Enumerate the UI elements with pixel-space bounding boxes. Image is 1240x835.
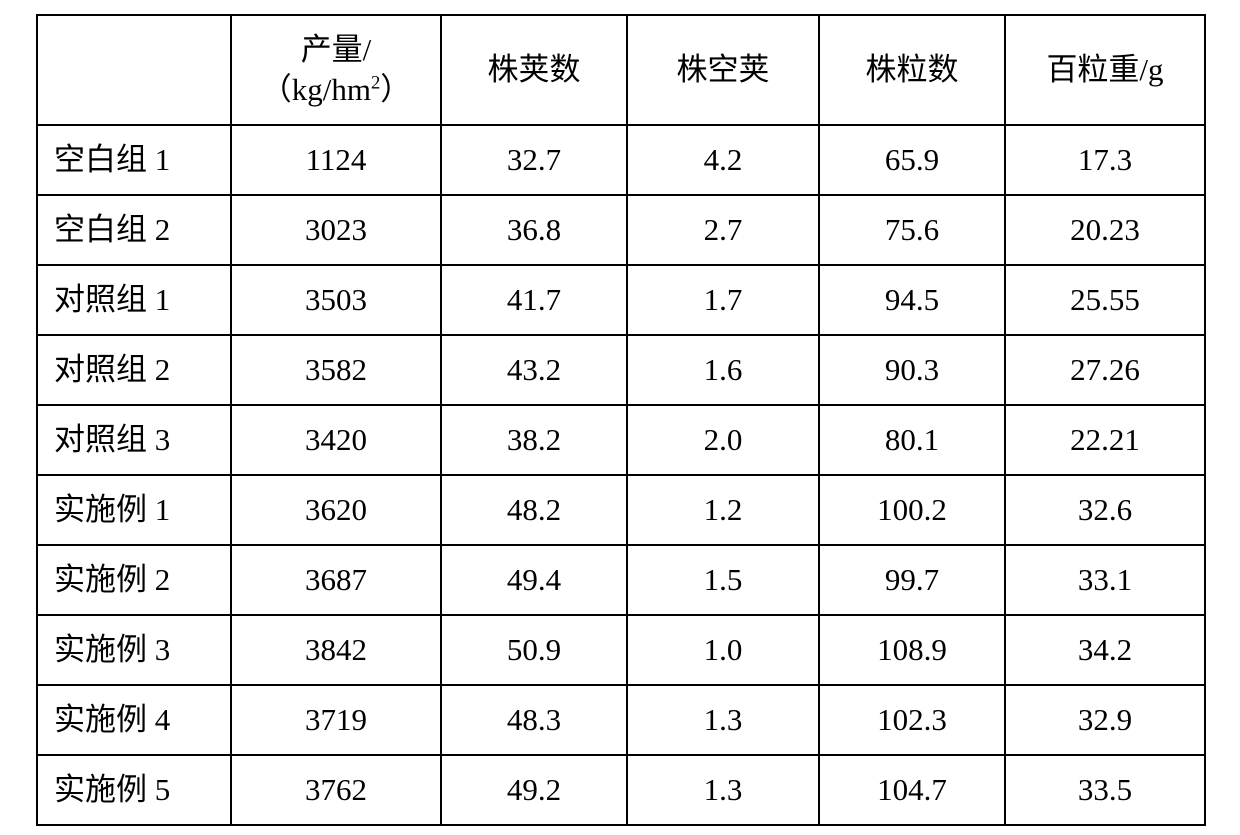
cell-yield: 3420 xyxy=(231,405,441,475)
cell-pods: 41.7 xyxy=(441,265,627,335)
row-label: 空白组 2 xyxy=(37,195,231,265)
row-label: 实施例 2 xyxy=(37,545,231,615)
row-label: 实施例 5 xyxy=(37,755,231,825)
table-header-row: 产量/ （kg/hm2） 株荚数 株空荚 株粒数 百粒重/g xyxy=(37,15,1205,125)
header-yield-line2-suffix: ） xyxy=(380,72,411,107)
cell-seeds: 90.3 xyxy=(819,335,1005,405)
cell-seeds: 65.9 xyxy=(819,125,1005,195)
cell-pods: 49.2 xyxy=(441,755,627,825)
row-label: 空白组 1 xyxy=(37,125,231,195)
header-seeds-per-plant: 株粒数 xyxy=(819,15,1005,125)
cell-hsw: 33.1 xyxy=(1005,545,1205,615)
table-row: 对照组 3 3420 38.2 2.0 80.1 22.21 xyxy=(37,405,1205,475)
header-blank xyxy=(37,15,231,125)
table-row: 实施例 5 3762 49.2 1.3 104.7 33.5 xyxy=(37,755,1205,825)
cell-empty: 1.7 xyxy=(627,265,819,335)
cell-pods: 48.2 xyxy=(441,475,627,545)
header-yield-line1: 产量/ xyxy=(301,32,372,67)
header-hundred-seed-weight: 百粒重/g xyxy=(1005,15,1205,125)
cell-yield: 3023 xyxy=(231,195,441,265)
cell-empty: 1.3 xyxy=(627,755,819,825)
cell-pods: 50.9 xyxy=(441,615,627,685)
cell-yield: 3687 xyxy=(231,545,441,615)
cell-seeds: 75.6 xyxy=(819,195,1005,265)
row-label: 实施例 3 xyxy=(37,615,231,685)
cell-hsw: 32.9 xyxy=(1005,685,1205,755)
cell-hsw: 17.3 xyxy=(1005,125,1205,195)
table-row: 对照组 1 3503 41.7 1.7 94.5 25.55 xyxy=(37,265,1205,335)
cell-hsw: 32.6 xyxy=(1005,475,1205,545)
cell-seeds: 102.3 xyxy=(819,685,1005,755)
table-row: 实施例 3 3842 50.9 1.0 108.9 34.2 xyxy=(37,615,1205,685)
cell-hsw: 20.23 xyxy=(1005,195,1205,265)
cell-empty: 1.3 xyxy=(627,685,819,755)
header-pods-per-plant: 株荚数 xyxy=(441,15,627,125)
cell-yield: 3719 xyxy=(231,685,441,755)
table-row: 实施例 4 3719 48.3 1.3 102.3 32.9 xyxy=(37,685,1205,755)
cell-yield: 3842 xyxy=(231,615,441,685)
cell-yield: 1124 xyxy=(231,125,441,195)
row-label: 实施例 4 xyxy=(37,685,231,755)
header-empty-pods-per-plant: 株空荚 xyxy=(627,15,819,125)
cell-pods: 48.3 xyxy=(441,685,627,755)
cell-pods: 36.8 xyxy=(441,195,627,265)
cell-pods: 38.2 xyxy=(441,405,627,475)
row-label: 对照组 2 xyxy=(37,335,231,405)
cell-pods: 43.2 xyxy=(441,335,627,405)
cell-empty: 2.7 xyxy=(627,195,819,265)
header-yield-line2-prefix: （kg/hm xyxy=(261,72,371,107)
cell-seeds: 108.9 xyxy=(819,615,1005,685)
table-row: 空白组 1 1124 32.7 4.2 65.9 17.3 xyxy=(37,125,1205,195)
table-row: 实施例 1 3620 48.2 1.2 100.2 32.6 xyxy=(37,475,1205,545)
cell-seeds: 99.7 xyxy=(819,545,1005,615)
cell-pods: 49.4 xyxy=(441,545,627,615)
table-row: 对照组 2 3582 43.2 1.6 90.3 27.26 xyxy=(37,335,1205,405)
table-row: 实施例 2 3687 49.4 1.5 99.7 33.1 xyxy=(37,545,1205,615)
table-row: 空白组 2 3023 36.8 2.7 75.6 20.23 xyxy=(37,195,1205,265)
data-table: 产量/ （kg/hm2） 株荚数 株空荚 株粒数 百粒重/g 空白组 1 112… xyxy=(36,14,1206,826)
cell-seeds: 80.1 xyxy=(819,405,1005,475)
cell-empty: 2.0 xyxy=(627,405,819,475)
cell-yield: 3620 xyxy=(231,475,441,545)
cell-yield: 3503 xyxy=(231,265,441,335)
cell-empty: 1.5 xyxy=(627,545,819,615)
page-container: 产量/ （kg/hm2） 株荚数 株空荚 株粒数 百粒重/g 空白组 1 112… xyxy=(0,0,1240,835)
cell-empty: 1.0 xyxy=(627,615,819,685)
cell-yield: 3762 xyxy=(231,755,441,825)
cell-empty: 1.6 xyxy=(627,335,819,405)
cell-hsw: 22.21 xyxy=(1005,405,1205,475)
cell-empty: 1.2 xyxy=(627,475,819,545)
cell-seeds: 100.2 xyxy=(819,475,1005,545)
cell-yield: 3582 xyxy=(231,335,441,405)
row-label: 实施例 1 xyxy=(37,475,231,545)
cell-hsw: 25.55 xyxy=(1005,265,1205,335)
header-yield: 产量/ （kg/hm2） xyxy=(231,15,441,125)
row-label: 对照组 1 xyxy=(37,265,231,335)
cell-empty: 4.2 xyxy=(627,125,819,195)
cell-seeds: 104.7 xyxy=(819,755,1005,825)
cell-hsw: 33.5 xyxy=(1005,755,1205,825)
cell-hsw: 34.2 xyxy=(1005,615,1205,685)
cell-hsw: 27.26 xyxy=(1005,335,1205,405)
header-yield-exp: 2 xyxy=(371,73,380,94)
row-label: 对照组 3 xyxy=(37,405,231,475)
cell-pods: 32.7 xyxy=(441,125,627,195)
cell-seeds: 94.5 xyxy=(819,265,1005,335)
